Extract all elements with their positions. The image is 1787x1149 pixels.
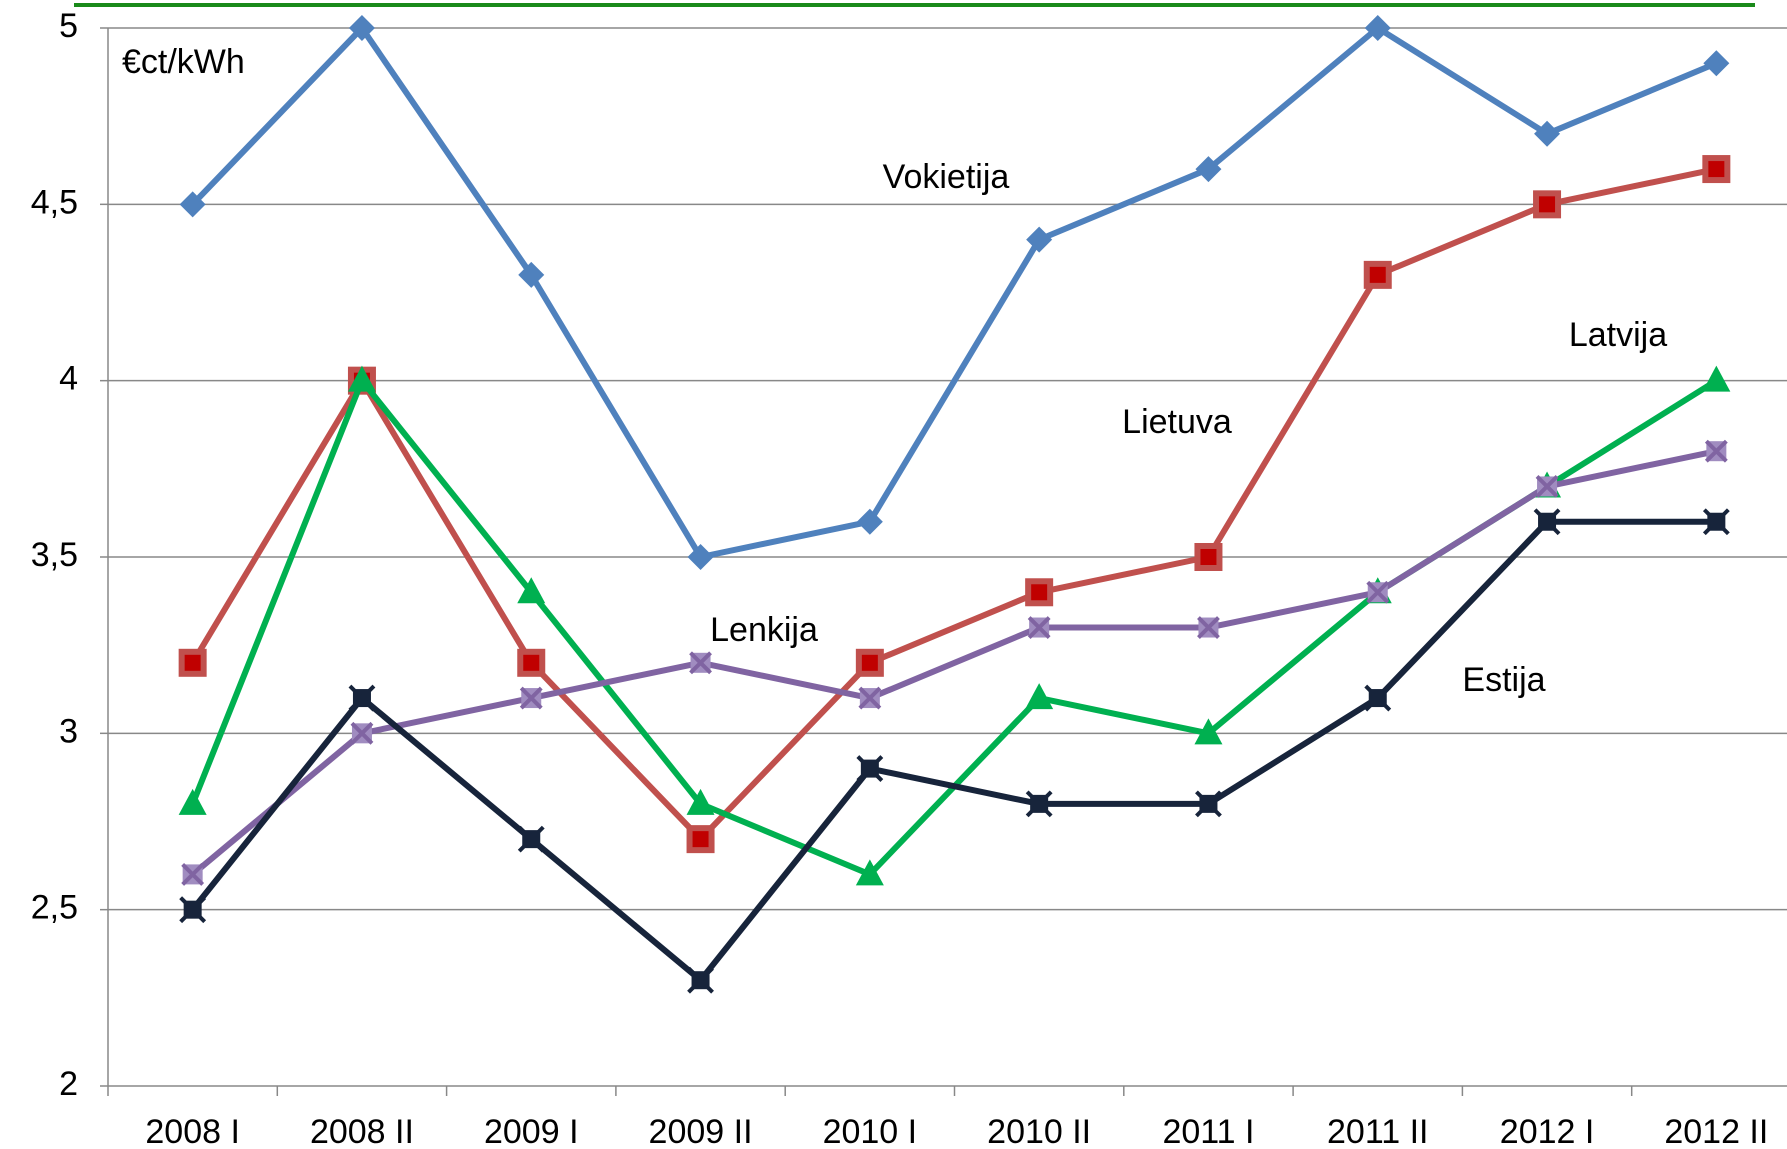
- marker-cross: [1533, 508, 1561, 536]
- marker-cross: [517, 825, 545, 853]
- x-tick-label: 2011 I: [1162, 1113, 1254, 1149]
- x-tick-label: 2009 I: [484, 1113, 579, 1149]
- marker: [1025, 578, 1054, 607]
- x-tick-label: 2010 II: [987, 1113, 1091, 1149]
- x-tick-label: 2011 II: [1327, 1113, 1428, 1149]
- marker: [517, 577, 546, 604]
- marker: [855, 859, 884, 886]
- y-tick-label: 4: [59, 360, 78, 398]
- y-tick-label: 5: [59, 7, 78, 45]
- series-label: Lietuva: [1122, 403, 1232, 441]
- series-line: [190, 166, 1717, 843]
- marker: [347, 365, 376, 392]
- marker-cross: [1704, 439, 1728, 463]
- series-label: Latvija: [1569, 316, 1667, 354]
- marker: [687, 544, 714, 570]
- marker-cross: [687, 966, 714, 994]
- y-unit-label: €ct/kWh: [122, 43, 245, 81]
- marker: [178, 788, 207, 815]
- marker: [1025, 683, 1054, 710]
- marker-cross: [856, 755, 884, 783]
- x-tick-label: 2012 II: [1664, 1113, 1768, 1149]
- marker: [686, 825, 715, 854]
- marker: [856, 508, 883, 535]
- marker: [1026, 226, 1053, 253]
- marker-cross: [1025, 790, 1053, 818]
- marker-cross: [179, 896, 207, 924]
- y-tick-label: 2: [59, 1065, 78, 1103]
- marker: [1702, 365, 1731, 392]
- x-tick-label: 2012 I: [1500, 1113, 1595, 1149]
- marker-cross: [1535, 475, 1559, 498]
- marker: [1364, 15, 1391, 41]
- x-tick-label: 2010 I: [823, 1113, 918, 1149]
- x-tick-label: 2009 II: [649, 1113, 753, 1149]
- marker: [179, 191, 206, 218]
- marker-cross: [858, 686, 882, 710]
- marker: [686, 788, 715, 815]
- series-label: Vokietija: [883, 158, 1010, 196]
- marker: [517, 648, 546, 677]
- marker-cross: [1195, 790, 1222, 818]
- series-label: Estija: [1462, 661, 1545, 699]
- marker-cross: [689, 651, 712, 675]
- marker: [855, 648, 884, 677]
- marker: [348, 15, 375, 41]
- marker-cross: [1027, 616, 1051, 639]
- x-tick-label: 2008 II: [310, 1113, 414, 1149]
- marker: [518, 261, 545, 288]
- marker: [1533, 190, 1562, 219]
- marker-cross: [1197, 616, 1220, 639]
- series-line: [190, 518, 1717, 984]
- marker-cross: [181, 862, 205, 886]
- marker-cross: [1366, 580, 1390, 604]
- marker: [1534, 120, 1561, 147]
- x-tick-label: 2008 I: [145, 1113, 240, 1149]
- series-line: [190, 448, 1717, 877]
- marker-cross: [348, 684, 376, 712]
- marker: [1703, 50, 1730, 77]
- marker: [1194, 718, 1223, 745]
- marker: [178, 648, 207, 677]
- series-line: [190, 25, 1718, 560]
- marker: [1194, 543, 1223, 571]
- marker-cross: [1702, 508, 1730, 536]
- y-tick-label: 3: [59, 712, 78, 750]
- marker-cross: [350, 721, 374, 745]
- marker-cross: [1364, 684, 1392, 712]
- marker-cross: [519, 686, 543, 710]
- marker: [1702, 155, 1731, 184]
- marker: [1363, 260, 1392, 289]
- y-tick-label: 2,5: [31, 889, 78, 927]
- series-label: Lenkija: [710, 611, 818, 649]
- y-tick-label: 4,5: [31, 183, 78, 221]
- y-tick-label: 3,5: [31, 536, 78, 574]
- marker: [1195, 156, 1222, 183]
